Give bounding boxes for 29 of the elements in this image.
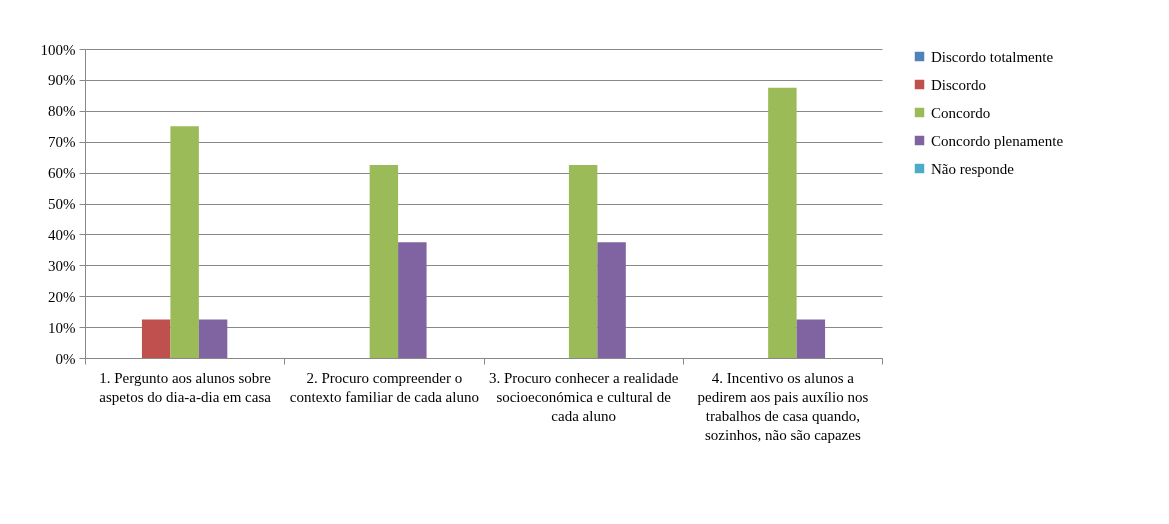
x-tick-label: 3. Procuro conhecer a realidade socioeconómica e cultural de cada aluno [488, 369, 679, 424]
bar [170, 126, 199, 358]
y-tick-label: 70% [48, 134, 76, 151]
bar [198, 319, 228, 358]
y-tick-label: 50% [48, 196, 76, 212]
y-tick-label: 100% [40, 41, 76, 58]
y-tick-label: 10% [48, 319, 76, 336]
y-tick-label: 60% [48, 165, 76, 182]
y-tick-label: 90% [48, 72, 76, 89]
x-tick-label: 2. Procuro compreender o contexto familiar de cada aluno [289, 369, 479, 405]
legend-label: Concordo plenamente [931, 132, 1064, 149]
legend-label: Discordo totalmente [931, 48, 1054, 65]
bar [141, 319, 171, 358]
y-tick-label: 80% [48, 103, 76, 120]
y-tick-label: 40% [48, 226, 76, 243]
bar [568, 164, 598, 358]
bar [369, 164, 399, 358]
y-tick-label: 20% [48, 288, 76, 305]
bar [398, 242, 427, 358]
x-tick-label: 1. Pergunto aos alunos sobre aspetos do dia-a-dia em casa [99, 369, 272, 405]
legend-label: Não responde [931, 160, 1015, 177]
y-tick-label: 30% [48, 257, 76, 274]
legend-label: Concordo [931, 104, 991, 121]
bar [597, 242, 626, 358]
y-tick-label: 0% [55, 350, 76, 367]
bar [796, 319, 826, 358]
bar [768, 87, 797, 358]
x-tick-label: 4. Incentivo os alunos a pedirem aos pais auxílio nos trabalhos de casa quando, sozinhos, não são capazes [697, 369, 869, 443]
legend-label: Discordo [931, 76, 986, 93]
